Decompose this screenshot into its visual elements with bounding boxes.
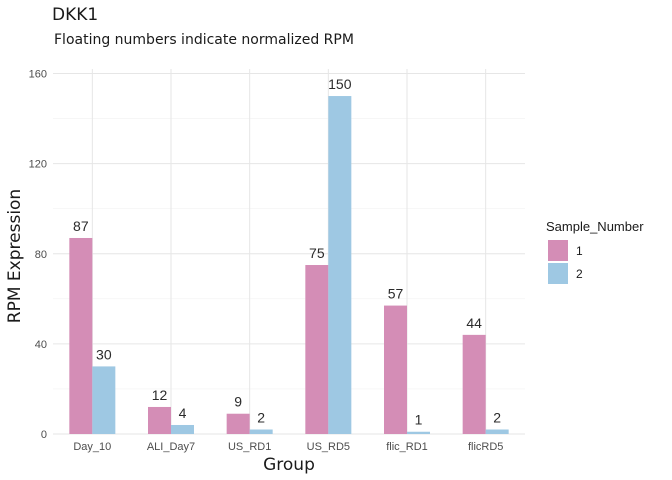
chart-subtitle: Floating numbers indicate normalized RPM	[54, 32, 354, 48]
y-tick-label: 160	[29, 69, 47, 81]
bar-series-1-US_RD5	[305, 265, 329, 434]
x-tick-label: US_RD5	[307, 441, 350, 453]
bar-series-2-Day_10	[92, 366, 116, 434]
legend-title: Sample_Number	[546, 219, 644, 234]
data-label: 2	[257, 409, 265, 425]
bar-series-2-US_RD1	[249, 429, 273, 434]
data-label: 1	[415, 412, 423, 428]
bar-series-2-US_RD5	[328, 96, 352, 434]
x-tick-label: flicRD5	[468, 441, 503, 453]
x-axis-ticks: Day_10 ALI_Day7 US_RD1 US_RD5 flic_RD1 flicRD…	[73, 441, 503, 453]
bar-series-2-flic_RD1	[407, 431, 430, 434]
grid-lines	[53, 69, 525, 435]
data-label: 75	[309, 245, 325, 261]
data-label: 12	[152, 387, 168, 403]
data-label: 4	[179, 405, 187, 421]
data-label: 87	[73, 218, 89, 234]
y-tick-label: 40	[35, 339, 47, 351]
bar-series-1-flic_RD1	[384, 305, 407, 434]
y-axis-title: RPM Expression	[5, 189, 25, 323]
data-label: 2	[493, 409, 501, 425]
data-label: 44	[466, 315, 482, 331]
bar-series-2-ALI_Day7	[171, 424, 194, 434]
bar-series-2-flicRD5	[485, 429, 509, 434]
y-tick-label: 0	[41, 429, 47, 441]
legend-label: 1	[576, 244, 583, 258]
legend-label: 2	[576, 267, 583, 281]
data-label: 150	[328, 76, 352, 92]
bar-series-1-US_RD1	[226, 413, 250, 434]
legend: Sample_Number 1 2	[546, 219, 644, 284]
x-tick-label: Day_10	[73, 441, 111, 453]
data-label: 57	[388, 286, 404, 302]
legend-key-2	[548, 263, 568, 284]
y-tick-label: 120	[29, 159, 47, 171]
bar-series-1-flicRD5	[462, 334, 486, 434]
bar-series-1-ALI_Day7	[148, 406, 171, 434]
x-tick-label: flic_RD1	[386, 441, 428, 453]
x-axis-title: Group	[263, 455, 315, 475]
y-axis-ticks: 0 40 80 120 160	[29, 69, 47, 441]
bar-series-1-Day_10	[69, 237, 93, 434]
legend-key-1	[548, 240, 568, 261]
data-label: 30	[96, 346, 112, 362]
bars	[69, 96, 509, 434]
data-label: 9	[234, 394, 242, 410]
y-tick-label: 80	[35, 249, 47, 261]
chart-title: DKK1	[52, 5, 98, 25]
x-tick-label: ALI_Day7	[147, 441, 195, 453]
x-tick-label: US_RD1	[228, 441, 271, 453]
